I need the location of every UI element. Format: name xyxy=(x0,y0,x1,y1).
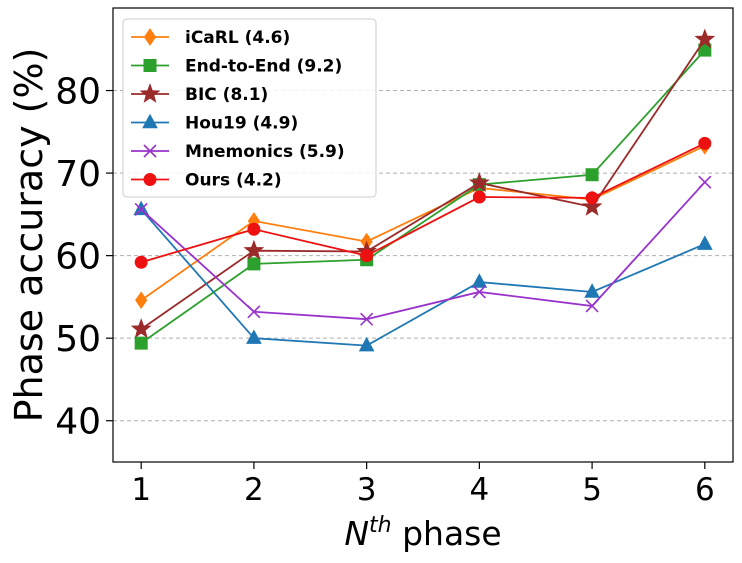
data-point xyxy=(472,285,486,299)
data-point xyxy=(134,202,148,216)
x-axis-title: Nth phase xyxy=(344,513,501,553)
data-point xyxy=(584,283,600,298)
data-point xyxy=(696,235,713,250)
legend-label: Mnemonics (5.9) xyxy=(185,142,345,162)
data-point xyxy=(135,291,148,310)
data-point xyxy=(134,336,148,350)
legend: iCaRL (4.6) End-to-End (9.2) BIC (8.1) Hou1… xyxy=(122,18,377,198)
y-tick-label: 40 xyxy=(55,402,101,443)
series-lines xyxy=(130,28,716,352)
data-point xyxy=(246,329,262,344)
series-line xyxy=(140,181,706,321)
legend-entry: BIC (8.1) xyxy=(131,83,268,105)
data-point xyxy=(468,172,490,192)
series-line xyxy=(140,142,706,264)
data-point xyxy=(585,191,599,205)
y-tick-label: 70 xyxy=(55,154,101,195)
legend-label: iCaRL (4.6) xyxy=(185,28,290,48)
data-point xyxy=(698,136,712,150)
series-line xyxy=(140,38,706,330)
data-point xyxy=(360,312,374,326)
data-point xyxy=(698,43,712,57)
series-3 xyxy=(133,200,713,352)
x-tick-label: 5 xyxy=(582,472,602,508)
y-tick-label: 80 xyxy=(55,72,101,113)
y-tick-label: 50 xyxy=(55,319,101,360)
data-point xyxy=(698,175,712,189)
x-tick-label: 3 xyxy=(357,472,377,508)
data-point xyxy=(472,190,486,204)
legend-marker xyxy=(143,28,157,46)
legend-marker xyxy=(142,113,158,129)
data-point xyxy=(243,239,265,260)
x-tick-label: 1 xyxy=(131,472,151,508)
legend-label: Ours (4.2) xyxy=(185,171,282,191)
plot-frame xyxy=(112,7,734,463)
series-line xyxy=(140,49,706,344)
legend-marker xyxy=(143,59,157,72)
legend-box xyxy=(122,18,377,198)
legend-marker xyxy=(143,173,157,186)
series-5 xyxy=(134,136,712,269)
y-tick-label: 60 xyxy=(55,237,101,278)
data-point xyxy=(585,299,599,313)
legend-entry: iCaRL (4.6) xyxy=(131,28,290,48)
data-point xyxy=(585,168,599,182)
x-tick-label: 4 xyxy=(469,472,489,508)
data-point xyxy=(694,28,716,49)
legend-entry: Mnemonics (5.9) xyxy=(131,142,345,162)
data-point xyxy=(134,255,148,269)
data-point xyxy=(247,257,261,271)
x-tick-label: 6 xyxy=(695,472,715,508)
data-point xyxy=(247,305,261,319)
y-axis-title: Phase accuracy (%) xyxy=(7,48,51,423)
legend-label: End-to-End (9.2) xyxy=(185,57,342,77)
data-point xyxy=(581,196,603,216)
series-2 xyxy=(130,28,716,338)
legend-marker xyxy=(143,144,157,158)
data-point xyxy=(360,249,374,263)
series-line xyxy=(140,208,706,347)
data-point xyxy=(247,222,261,236)
legend-label: Hou19 (4.9) xyxy=(185,114,298,134)
legend-marker xyxy=(139,83,161,103)
legend-label: BIC (8.1) xyxy=(185,85,268,105)
legend-entry: End-to-End (9.2) xyxy=(131,57,342,77)
data-point xyxy=(130,318,152,338)
data-point xyxy=(471,273,488,288)
series-4 xyxy=(134,175,712,326)
gridlines xyxy=(113,90,733,422)
axis-ticks: 40 50 60 70 80 1 2 3 4 5 6 xyxy=(55,72,714,508)
legend-entry: Ours (4.2) xyxy=(131,171,282,191)
data-point xyxy=(358,336,375,352)
legend-entry: Hou19 (4.9) xyxy=(131,114,298,134)
x-tick-label: 2 xyxy=(244,472,264,508)
